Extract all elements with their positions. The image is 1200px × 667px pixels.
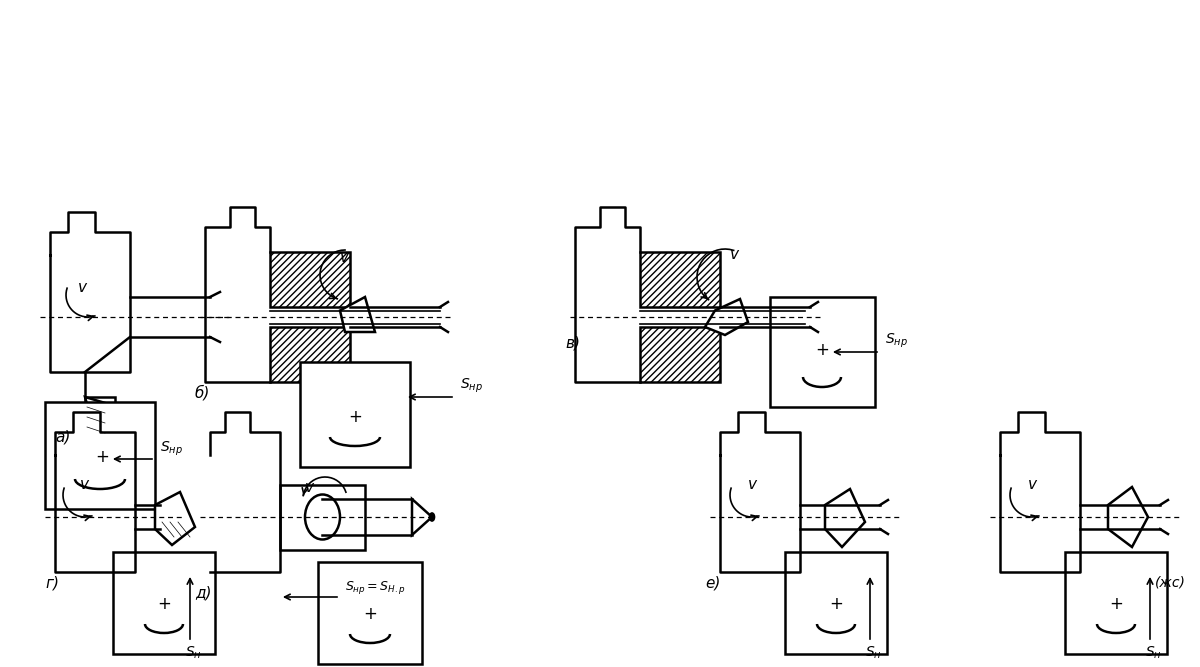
Text: а): а): [55, 430, 71, 445]
Text: $S_{н}$: $S_{н}$: [1145, 645, 1162, 662]
Polygon shape: [412, 499, 432, 535]
Text: +: +: [95, 448, 109, 466]
FancyBboxPatch shape: [46, 402, 155, 509]
Text: $S_{нр}$: $S_{нр}$: [460, 377, 482, 396]
Text: +: +: [157, 595, 170, 613]
Ellipse shape: [305, 494, 340, 540]
Polygon shape: [85, 397, 112, 432]
Text: в): в): [565, 335, 580, 350]
Text: v: v: [730, 247, 739, 262]
Text: v: v: [748, 477, 757, 492]
Ellipse shape: [430, 513, 434, 521]
Text: v: v: [78, 280, 86, 295]
Polygon shape: [1108, 487, 1148, 547]
FancyBboxPatch shape: [113, 552, 215, 654]
FancyBboxPatch shape: [300, 362, 410, 467]
Polygon shape: [340, 297, 374, 332]
Text: v: v: [340, 250, 349, 265]
Text: б): б): [194, 384, 210, 400]
FancyBboxPatch shape: [318, 562, 422, 664]
Bar: [270, 252, 350, 307]
Polygon shape: [826, 489, 865, 547]
Text: +: +: [1109, 595, 1123, 613]
Text: е): е): [706, 575, 720, 590]
Text: +: +: [364, 605, 377, 623]
Text: v: v: [305, 480, 314, 495]
Text: $S_{нр}$: $S_{нр}$: [160, 440, 182, 458]
Polygon shape: [706, 299, 748, 335]
Text: $S_{нр}=S_{Н.р}$: $S_{нр}=S_{Н.р}$: [346, 579, 406, 596]
FancyBboxPatch shape: [1066, 552, 1166, 654]
Text: v: v: [1028, 477, 1037, 492]
Polygon shape: [155, 492, 196, 545]
Bar: [270, 327, 350, 382]
Bar: [640, 327, 720, 382]
Text: $S_{нр}$: $S_{нр}$: [886, 332, 908, 350]
Text: $S_{н}$: $S_{н}$: [185, 645, 202, 662]
Bar: [640, 252, 720, 307]
Text: +: +: [348, 408, 362, 426]
Text: v: v: [80, 477, 89, 492]
Bar: [280, 484, 365, 550]
Text: д): д): [194, 585, 211, 600]
Text: +: +: [815, 341, 829, 359]
FancyBboxPatch shape: [770, 297, 875, 407]
Text: $S_{н}$: $S_{н}$: [865, 645, 882, 662]
Bar: [85, 397, 115, 432]
Text: +: +: [829, 595, 842, 613]
Text: г): г): [46, 575, 59, 590]
FancyBboxPatch shape: [785, 552, 887, 654]
Text: (жс): (жс): [1154, 576, 1186, 590]
